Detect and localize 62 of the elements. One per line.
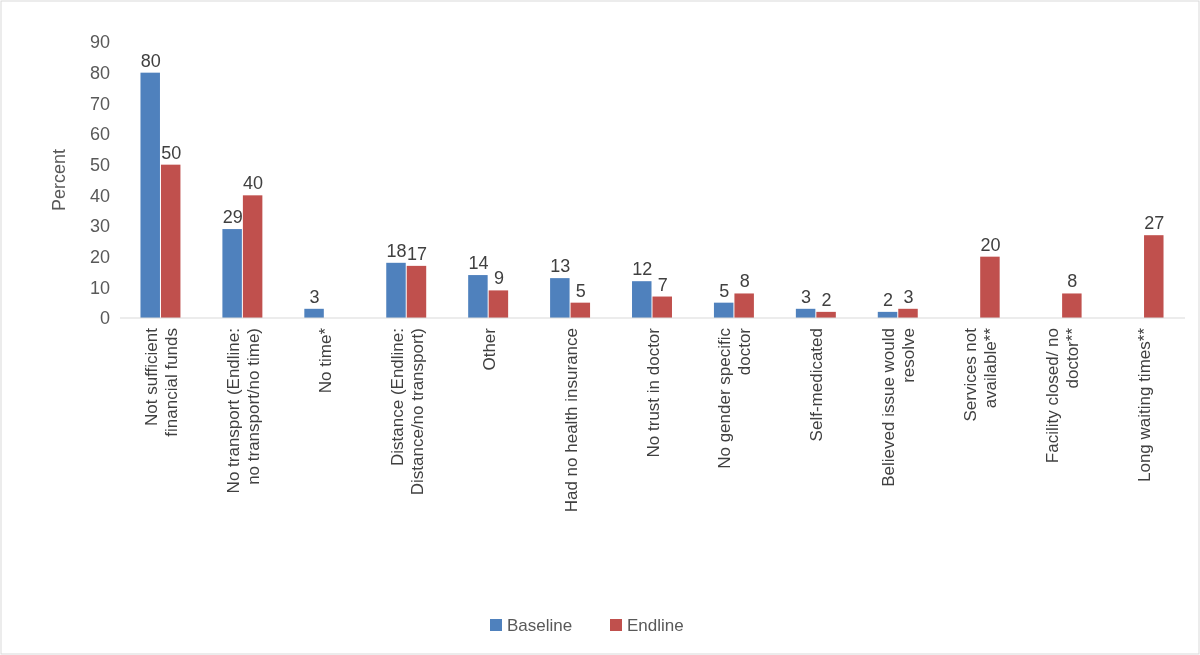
data-label: 3: [309, 286, 320, 307]
bar: [242, 195, 263, 318]
x-tick-label: No trust in doctor: [643, 327, 663, 458]
y-tick-label: 50: [89, 154, 110, 175]
x-tick-label: Not sufficient financial funds: [141, 327, 181, 437]
data-label: 7: [657, 274, 668, 295]
legend-label: Endline: [627, 615, 684, 635]
y-tick-label: 80: [89, 62, 110, 83]
x-tick-label: No time*: [315, 327, 335, 394]
data-label: 5: [719, 280, 730, 301]
x-tick-label: No transport (Endline: no transport/no time): [223, 328, 263, 494]
x-tick-label: Had no health insurance: [561, 328, 581, 513]
bar: [386, 262, 406, 318]
bar: [222, 229, 242, 318]
bar: [468, 275, 488, 318]
bar: [1144, 235, 1164, 318]
bar: [1062, 293, 1082, 318]
data-label: 50: [161, 142, 182, 163]
data-label: 13: [550, 256, 571, 277]
data-label: 27: [1144, 213, 1165, 234]
x-tick-label: Believed issue would resolve: [879, 328, 919, 487]
x-tick-label: Long waiting times**: [1135, 327, 1155, 483]
data-label: 80: [140, 50, 161, 71]
data-label: 18: [386, 240, 407, 261]
data-label: 2: [821, 289, 832, 310]
data-label: 8: [1067, 271, 1078, 292]
bar: [632, 281, 652, 318]
y-tick-label: 40: [89, 185, 110, 206]
bar: [140, 72, 160, 318]
bar: [160, 164, 181, 318]
y-tick-label: 90: [89, 32, 110, 53]
data-label: 9: [493, 268, 504, 289]
bar: [488, 290, 509, 318]
y-axis-title: Percent: [49, 148, 69, 212]
data-label: 3: [903, 286, 914, 307]
x-tick-label: Facility closed/ no doctor**: [1043, 327, 1083, 464]
data-label: 29: [222, 207, 243, 228]
y-tick-label: 20: [89, 246, 110, 267]
y-tick-label: 70: [89, 93, 110, 114]
data-label: 12: [632, 259, 653, 280]
bar: [406, 265, 427, 318]
y-tick-label: 10: [89, 277, 110, 298]
data-label: 14: [468, 253, 489, 274]
data-label: 2: [883, 289, 894, 310]
y-tick-label: 60: [89, 124, 110, 145]
data-label: 8: [739, 271, 750, 292]
x-tick-label: Self-medicated: [807, 328, 827, 442]
x-tick-label: Other: [479, 327, 499, 371]
data-label: 17: [406, 243, 427, 264]
data-label: 20: [980, 234, 1001, 255]
bar: [652, 296, 672, 318]
y-tick-label: 30: [89, 216, 110, 237]
data-label: 40: [243, 173, 264, 194]
bar: [980, 256, 1000, 318]
x-tick-label: Distance (Endline: Distance/no transport): [387, 328, 427, 496]
bar: [734, 293, 754, 318]
legend-label: Baseline: [507, 615, 573, 635]
x-tick-label: No gender specific doctor: [715, 327, 755, 469]
data-label: 3: [801, 286, 812, 307]
data-label: 5: [575, 280, 586, 301]
bar: [550, 278, 570, 318]
y-tick-label: 0: [99, 308, 110, 329]
